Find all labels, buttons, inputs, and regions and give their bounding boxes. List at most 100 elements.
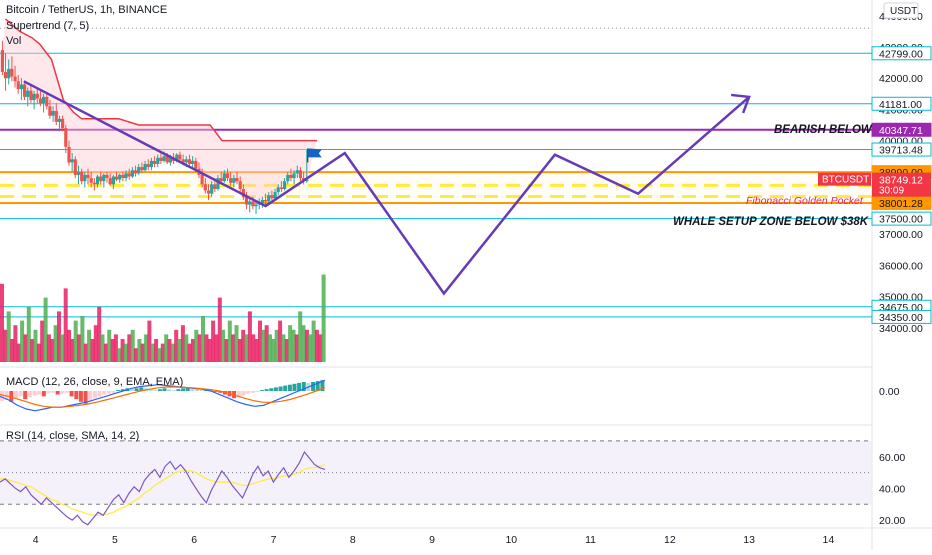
time-tick-label: 7 xyxy=(271,534,277,546)
volume-bar xyxy=(33,329,38,362)
volume-bar xyxy=(321,274,326,362)
candle-body xyxy=(213,184,217,189)
macd-hist-bar xyxy=(292,383,297,391)
candle-body xyxy=(159,157,163,161)
volume-bar xyxy=(130,329,135,362)
candle-body xyxy=(38,98,42,104)
candle-body xyxy=(305,179,309,182)
live-ticker-tag[interactable] xyxy=(818,172,871,186)
live-ticker-label: BTCUSDT xyxy=(822,175,869,186)
time-tick-label: 6 xyxy=(191,534,197,546)
level-tag[interactable] xyxy=(871,46,932,61)
volume-bar xyxy=(77,334,82,362)
vol-legend[interactable]: Vol xyxy=(6,35,22,47)
volume-bar xyxy=(147,320,152,362)
candle-body xyxy=(140,167,144,171)
time-tick-label: 8 xyxy=(350,534,356,546)
volume-bar xyxy=(241,329,246,362)
macd-hist-bar xyxy=(195,389,199,391)
volume-bar xyxy=(301,325,306,362)
level-tag[interactable] xyxy=(871,309,932,324)
macd-hist-bar xyxy=(78,391,83,402)
horizontal-levels-layer[interactable] xyxy=(0,27,872,318)
candle-body xyxy=(248,201,252,205)
volume-bar xyxy=(10,339,15,362)
level-tag[interactable] xyxy=(871,142,932,157)
candle-body xyxy=(181,159,185,163)
candle-body xyxy=(67,146,71,163)
volume-bar xyxy=(271,339,276,362)
flag-icon[interactable] xyxy=(307,148,322,158)
candle-body xyxy=(134,170,138,174)
candle-body xyxy=(64,128,68,147)
level-tag-label: 34350.00 xyxy=(879,312,923,324)
level-tag[interactable] xyxy=(871,211,932,226)
macd-hist-bar xyxy=(0,391,4,401)
volume-bar xyxy=(264,325,269,362)
supertrend-legend[interactable]: Supertrend (7, 5) xyxy=(6,20,90,32)
macd-hist-bar xyxy=(250,391,255,393)
fib-golden-pocket-annotation[interactable]: Fibonacci Golden Pocket xyxy=(746,195,863,207)
candle-body xyxy=(137,167,141,174)
rsi-legend[interactable]: RSI (14, close, SMA, 14, 2) xyxy=(6,430,140,442)
bearish-below-annotation[interactable]: BEARISH BELOW xyxy=(774,124,872,136)
rsi-layer xyxy=(0,440,872,526)
volume-bars-layer xyxy=(0,274,326,362)
supertrend-fill xyxy=(2,18,318,205)
macd-hist-bar xyxy=(74,391,79,400)
macd-hist-bar xyxy=(283,385,288,391)
projection-path-layer[interactable] xyxy=(23,80,751,296)
symbol-title[interactable]: Bitcoin / TetherUS, 1h, BINANCE xyxy=(6,4,168,16)
candle-body xyxy=(235,178,239,182)
whale-setup-annotation[interactable]: WHALE SETUP ZONE BELOW $38K xyxy=(673,216,869,228)
candle-body xyxy=(23,84,27,97)
level-tag[interactable] xyxy=(871,122,932,137)
volume-bar xyxy=(134,348,138,362)
price-axis-layer[interactable]: 44000.0043000.0042000.0041000.0040000.00… xyxy=(818,2,932,527)
candle-body xyxy=(111,176,115,185)
volume-bar xyxy=(144,334,149,362)
candle-body xyxy=(225,173,230,179)
volume-bar xyxy=(3,329,8,362)
candle-body xyxy=(7,68,11,79)
volume-bar xyxy=(13,325,18,362)
candle-body xyxy=(26,90,30,97)
macd-layer xyxy=(0,379,326,412)
macd-legend[interactable]: MACD (12, 26, close, 9, EMA, EMA) xyxy=(6,376,184,388)
volume-bar xyxy=(63,288,68,362)
candle-body xyxy=(178,154,182,160)
volume-bar xyxy=(6,311,11,362)
volume-bar xyxy=(284,339,289,362)
volume-bar xyxy=(43,297,48,362)
candle-body xyxy=(238,181,242,189)
level-tag-label: 41181.00 xyxy=(879,99,922,111)
volume-bar xyxy=(150,343,155,362)
volume-bar xyxy=(160,343,165,362)
live-price-tag[interactable] xyxy=(872,172,931,197)
volume-bar xyxy=(187,343,192,362)
candle-body xyxy=(61,118,65,129)
volume-bar xyxy=(258,320,262,362)
macd-hist-bar xyxy=(199,390,204,391)
candle-body xyxy=(292,173,296,179)
level-tag[interactable] xyxy=(871,96,932,111)
macd-hist-bar xyxy=(315,381,320,391)
volume-bar xyxy=(16,343,21,362)
volume-bar xyxy=(46,334,51,362)
currency-badge[interactable] xyxy=(883,2,919,19)
candle-body xyxy=(16,81,20,90)
candle-body xyxy=(108,178,112,185)
candle-body xyxy=(146,164,150,168)
time-tick-label: 4 xyxy=(33,534,39,546)
projection-path-line[interactable] xyxy=(23,80,750,296)
time-axis-layer[interactable]: 4 5 6 7 8 9 10 11 12 13 14 xyxy=(33,534,835,546)
macd-hist-bar xyxy=(41,391,46,397)
supertrend-line xyxy=(5,18,318,142)
volume-bar xyxy=(83,343,88,362)
macd-hist-bar xyxy=(65,391,69,393)
candle-body xyxy=(99,176,103,182)
volume-bar xyxy=(26,306,31,362)
candle-body xyxy=(57,118,62,122)
